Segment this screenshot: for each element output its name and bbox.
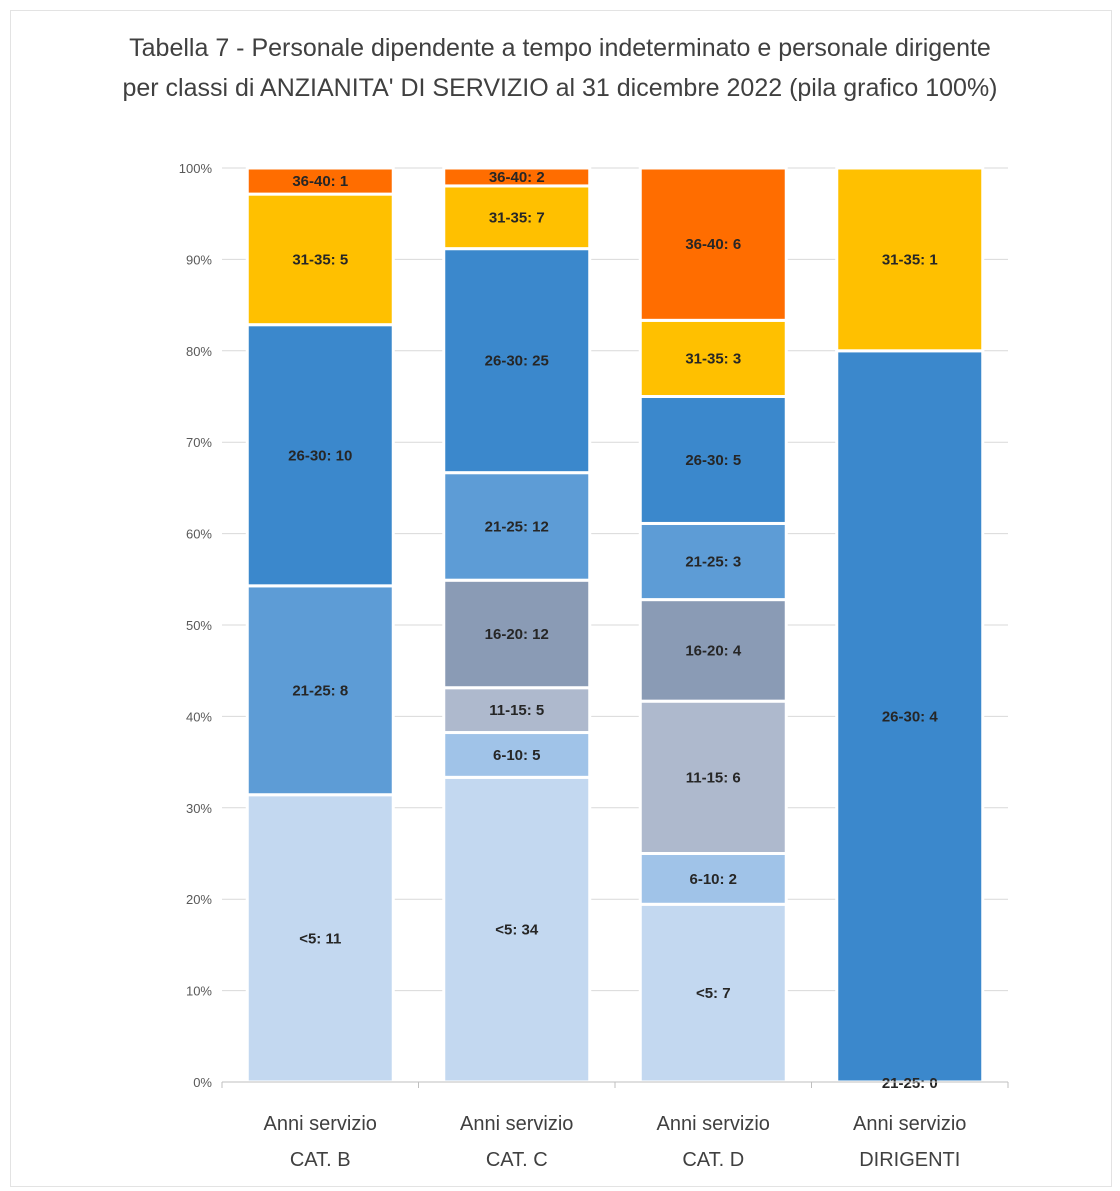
y-tick-label: 60% <box>186 527 212 542</box>
segment-data-label: <5: 7 <box>696 985 731 1002</box>
bar-segment <box>245 584 395 797</box>
segment-data-label: 26-30: 10 <box>288 447 352 464</box>
bar-segment <box>442 166 592 188</box>
y-tick-label: 100% <box>179 161 213 176</box>
bar-segment <box>442 184 592 251</box>
segment-data-label: 16-20: 12 <box>485 626 549 643</box>
x-category-label: CAT. D <box>682 1149 744 1171</box>
segment-data-label: 21-25: 3 <box>685 554 741 571</box>
bar-segment <box>442 578 592 690</box>
y-tick-label: 10% <box>186 984 212 999</box>
y-tick-label: 0% <box>193 1075 212 1090</box>
bar-segment <box>638 902 788 1084</box>
segment-labels: <5: 11 21-25: 8 26-30: 10 31-35: 5 36-40: 1 <… <box>288 169 938 1092</box>
chart-title-line: Tabella 7 - Personale dipendente a tempo… <box>129 34 991 62</box>
chart-subtitle-line: per classi di ANZIANITA' DI SERVIZIO al … <box>122 74 998 102</box>
y-tick-label: 90% <box>186 252 212 267</box>
bar-segment <box>245 793 395 1084</box>
chart-title: Tabella 7 - Personale dipendente a tempo… <box>0 28 1120 108</box>
bar-segment <box>638 318 788 399</box>
segment-data-label: 36-40: 6 <box>685 236 741 253</box>
bar-segment <box>245 166 395 196</box>
segment-data-label: 26-30: 4 <box>882 708 939 725</box>
segment-data-label: 31-35: 5 <box>292 251 348 268</box>
segment-data-label: <5: 11 <box>299 930 341 947</box>
segment-data-label: 21-25: 0 <box>882 1075 938 1092</box>
segment-data-label: 31-35: 3 <box>685 350 741 367</box>
x-category-label: Anni servizio <box>657 1113 770 1135</box>
bar-segment <box>638 395 788 525</box>
bar-segment <box>638 852 788 906</box>
y-tick-label: 40% <box>186 709 212 724</box>
x-category-label: Anni servizio <box>460 1113 573 1135</box>
bar-segment <box>245 323 395 588</box>
x-category-label: DIRIGENTI <box>859 1149 960 1171</box>
bar-segment <box>442 731 592 779</box>
y-tick-label: 80% <box>186 344 212 359</box>
segment-data-label: 31-35: 1 <box>882 251 938 268</box>
x-category-label: CAT. B <box>290 1149 351 1171</box>
segment-data-label: 31-35: 7 <box>489 209 545 226</box>
x-category-label: CAT. C <box>486 1149 548 1171</box>
bar-segment <box>442 247 592 475</box>
bar-segment <box>245 192 395 327</box>
segment-data-label: 16-20: 4 <box>685 642 742 659</box>
y-tick-label: 50% <box>186 618 212 633</box>
segment-data-label: 36-40: 2 <box>489 169 545 186</box>
segment-data-label: 26-30: 25 <box>485 353 549 370</box>
segment-data-label: 6-10: 5 <box>493 747 541 764</box>
segment-data-label: 21-25: 12 <box>485 518 549 535</box>
bars <box>245 166 985 1084</box>
segment-data-label: 26-30: 5 <box>685 452 741 469</box>
y-tick-label: 30% <box>186 801 212 816</box>
segment-data-label: 11-15: 6 <box>686 769 741 786</box>
segment-data-label: 6-10: 2 <box>689 871 737 888</box>
bar-segment <box>638 521 788 602</box>
axes: 0% 10% 20% 30% 40% 50% 60% 70% 80% 90% 100% Anni se… <box>179 161 1009 1171</box>
segment-data-label: 36-40: 1 <box>292 173 348 190</box>
y-tick-label: 70% <box>186 435 212 450</box>
bar-segment <box>638 598 788 703</box>
bar-segment <box>835 166 985 353</box>
x-category-label: Anni servizio <box>264 1113 377 1135</box>
y-tick-label: 20% <box>186 892 212 907</box>
bar-segment <box>638 166 788 322</box>
segment-data-label: 21-25: 8 <box>292 682 348 699</box>
segment-data-label: <5: 34 <box>495 922 539 939</box>
segment-data-label: 11-15: 5 <box>489 702 544 719</box>
x-category-label: Anni servizio <box>853 1113 966 1135</box>
